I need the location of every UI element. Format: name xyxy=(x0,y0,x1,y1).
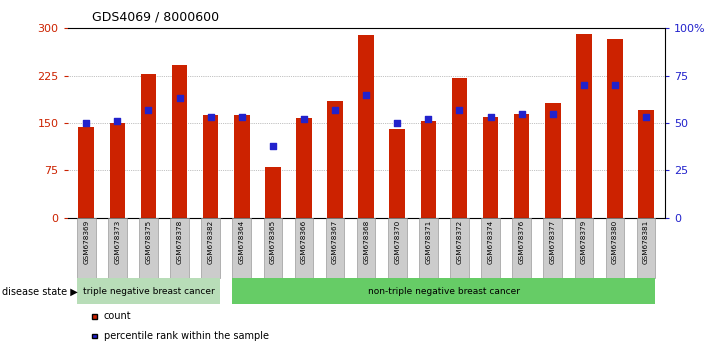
FancyBboxPatch shape xyxy=(232,278,656,304)
Point xyxy=(360,92,372,97)
Text: GSM678370: GSM678370 xyxy=(395,219,400,264)
FancyBboxPatch shape xyxy=(264,218,282,278)
FancyBboxPatch shape xyxy=(232,218,251,278)
FancyBboxPatch shape xyxy=(77,278,220,304)
FancyBboxPatch shape xyxy=(326,218,344,278)
Text: GSM678368: GSM678368 xyxy=(363,219,369,264)
FancyBboxPatch shape xyxy=(77,218,95,278)
Point xyxy=(329,107,341,113)
Text: GSM678373: GSM678373 xyxy=(114,219,120,264)
Text: GSM678376: GSM678376 xyxy=(519,219,525,264)
Point xyxy=(641,114,652,120)
FancyBboxPatch shape xyxy=(606,218,624,278)
FancyBboxPatch shape xyxy=(450,218,469,278)
FancyBboxPatch shape xyxy=(574,218,593,278)
Bar xyxy=(545,103,560,218)
FancyBboxPatch shape xyxy=(139,218,158,278)
Bar xyxy=(451,78,467,218)
Text: GSM678379: GSM678379 xyxy=(581,219,587,264)
FancyBboxPatch shape xyxy=(513,218,531,278)
Text: GSM678367: GSM678367 xyxy=(332,219,338,264)
Bar xyxy=(421,121,436,218)
Bar xyxy=(514,114,530,218)
Bar xyxy=(78,127,94,218)
Point xyxy=(516,111,528,116)
Text: GSM678372: GSM678372 xyxy=(456,219,462,264)
Bar xyxy=(296,118,311,218)
Text: triple negative breast cancer: triple negative breast cancer xyxy=(82,287,214,296)
Text: count: count xyxy=(104,312,132,321)
Point xyxy=(609,82,621,88)
FancyBboxPatch shape xyxy=(108,218,127,278)
FancyBboxPatch shape xyxy=(543,218,562,278)
Bar xyxy=(607,39,623,218)
Text: GSM678381: GSM678381 xyxy=(643,219,649,264)
Text: GSM678366: GSM678366 xyxy=(301,219,307,264)
Point xyxy=(112,118,123,124)
Text: GSM678380: GSM678380 xyxy=(612,219,618,264)
Point xyxy=(454,107,465,113)
Point xyxy=(205,114,216,120)
Bar xyxy=(172,65,187,218)
FancyBboxPatch shape xyxy=(637,218,656,278)
FancyBboxPatch shape xyxy=(357,218,375,278)
FancyBboxPatch shape xyxy=(419,218,438,278)
Point xyxy=(299,116,310,122)
Bar xyxy=(358,35,374,218)
Point xyxy=(80,120,92,126)
Text: GSM678365: GSM678365 xyxy=(270,219,276,264)
FancyBboxPatch shape xyxy=(170,218,189,278)
Text: percentile rank within the sample: percentile rank within the sample xyxy=(104,331,269,341)
FancyBboxPatch shape xyxy=(201,218,220,278)
Text: GSM678364: GSM678364 xyxy=(239,219,245,264)
Point xyxy=(392,120,403,126)
Point xyxy=(422,116,434,122)
Bar xyxy=(265,167,281,218)
Bar xyxy=(234,115,250,218)
Text: GSM678382: GSM678382 xyxy=(208,219,213,264)
Bar xyxy=(327,101,343,218)
Text: GSM678375: GSM678375 xyxy=(146,219,151,264)
FancyBboxPatch shape xyxy=(388,218,407,278)
Text: GSM678378: GSM678378 xyxy=(176,219,183,264)
Point xyxy=(547,111,559,116)
Point xyxy=(174,96,186,101)
Text: GSM678369: GSM678369 xyxy=(83,219,89,264)
Text: GSM678371: GSM678371 xyxy=(425,219,432,264)
Text: non-triple negative breast cancer: non-triple negative breast cancer xyxy=(368,287,520,296)
FancyBboxPatch shape xyxy=(481,218,500,278)
Point xyxy=(143,107,154,113)
Point xyxy=(236,114,247,120)
Text: GSM678377: GSM678377 xyxy=(550,219,556,264)
Bar xyxy=(141,74,156,218)
Bar xyxy=(483,117,498,218)
FancyBboxPatch shape xyxy=(294,218,314,278)
Bar xyxy=(576,34,592,218)
Bar xyxy=(203,115,218,218)
Bar xyxy=(109,123,125,218)
Text: GDS4069 / 8000600: GDS4069 / 8000600 xyxy=(92,11,220,24)
Text: disease state ▶: disease state ▶ xyxy=(2,287,78,297)
Bar xyxy=(638,110,654,218)
Point xyxy=(578,82,589,88)
Point xyxy=(267,143,279,149)
Point xyxy=(485,114,496,120)
Bar xyxy=(390,129,405,218)
Text: GSM678374: GSM678374 xyxy=(488,219,493,264)
